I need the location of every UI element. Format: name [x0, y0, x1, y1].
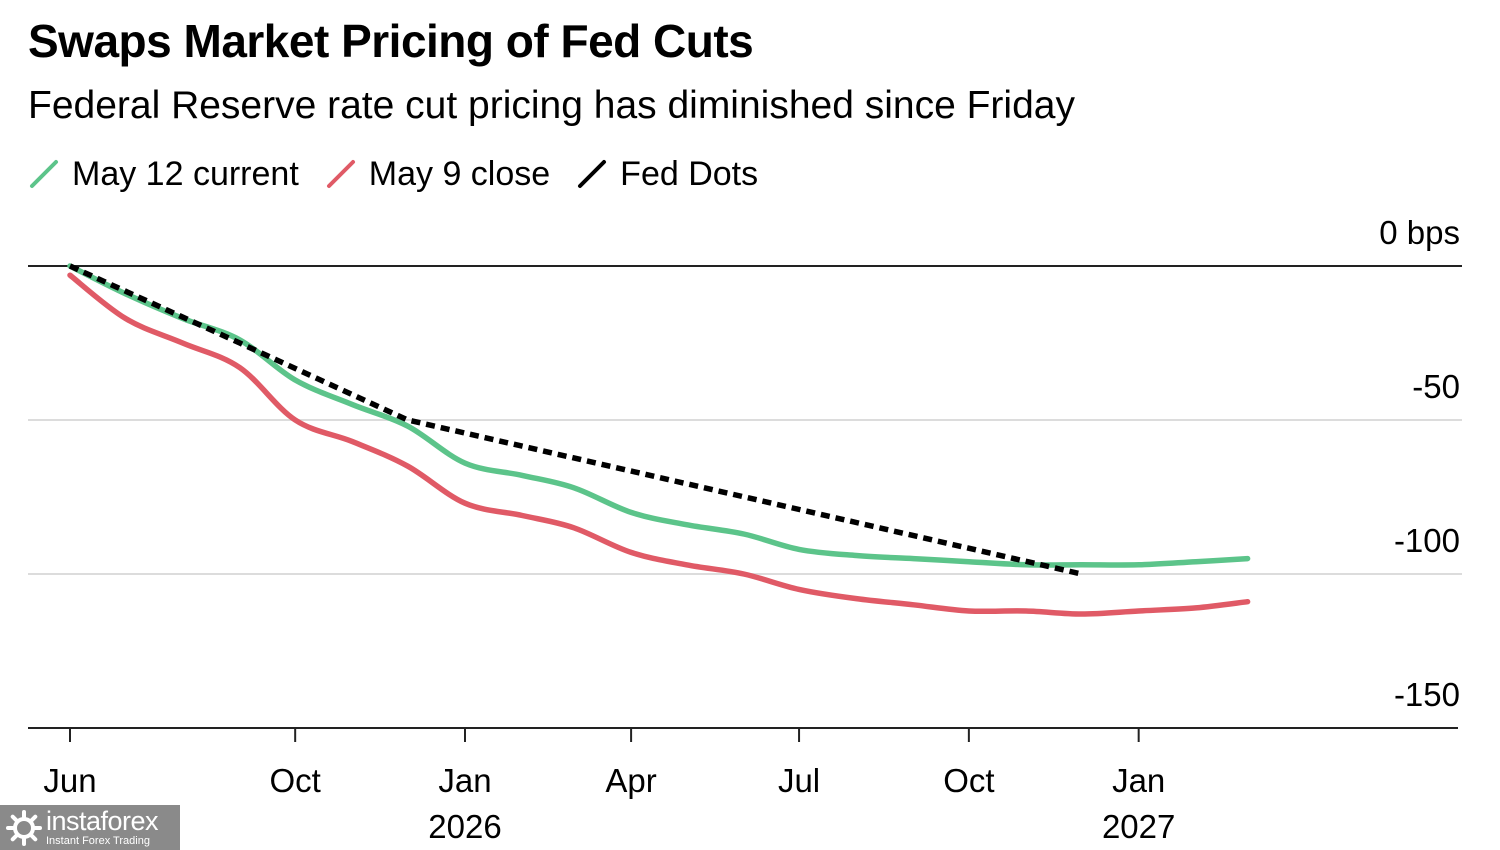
x-tick-label: Oct: [270, 762, 321, 799]
x-tick-label: Jul: [778, 762, 820, 799]
instaforex-logo-icon: [6, 809, 42, 846]
x-tick-year-label: 2027: [1102, 808, 1175, 845]
watermark: instaforex Instant Forex Trading: [0, 805, 180, 850]
series-line-may-12-current: [67, 263, 1251, 568]
y-tick-label: 0 bps: [1379, 214, 1460, 251]
chart-title: Swaps Market Pricing of Fed Cuts: [28, 15, 754, 67]
y-tick-label: -100: [1394, 522, 1460, 559]
legend-swatch-red: [326, 160, 355, 188]
legend-swatch-black: [578, 160, 607, 188]
x-tick-year-label: 2026: [428, 808, 501, 845]
y-tick-label: -50: [1412, 368, 1460, 405]
legend-item-may-9-close: May 9 close: [325, 155, 550, 194]
legend-swatch-green: [30, 160, 58, 188]
chart-legend: May 12 current May 9 close Fed Dots: [28, 152, 784, 196]
x-tick-label: Apr: [605, 762, 656, 799]
watermark-brand: instaforex: [46, 806, 159, 836]
legend-label: May 9 close: [368, 154, 551, 193]
watermark-tagline: Instant Forex Trading: [46, 835, 150, 847]
legend-item-may-12-current: May 12 current: [28, 155, 299, 194]
series-line-may-9-close: [67, 272, 1251, 617]
chart-subtitle: Federal Reserve rate cut pricing has dim…: [28, 84, 1075, 127]
x-tick-label: Jan: [438, 762, 491, 799]
y-tick-label: -150: [1394, 676, 1460, 713]
x-tick-label: Jan: [1112, 762, 1165, 799]
x-tick-label: Jun: [43, 762, 96, 799]
legend-label: Fed Dots: [620, 154, 759, 193]
x-tick-label: Oct: [943, 762, 994, 799]
legend-label: May 12 current: [72, 154, 299, 193]
legend-item-fed-dots: Fed Dots: [576, 155, 758, 194]
series-line-fed-dots: [68, 263, 1083, 577]
